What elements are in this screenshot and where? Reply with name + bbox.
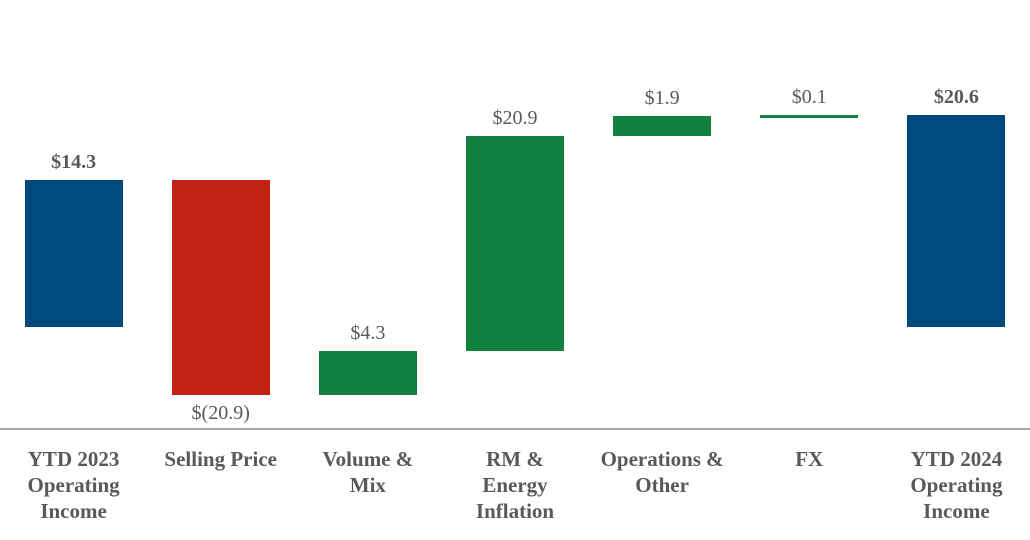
bar-value-label-operations-other: $1.9	[644, 87, 680, 110]
category-label-line: Energy	[482, 473, 548, 497]
bar-value-label-rm-energy-inflation: $20.9	[492, 106, 538, 129]
bar-value-label-selling-price: $(20.9)	[191, 402, 250, 425]
category-label-line: Operations &	[600, 447, 724, 471]
category-label-line: Operating	[27, 473, 120, 497]
category-label-fx: FX	[736, 446, 883, 472]
category-label-volume-mix: Volume & Mix	[294, 446, 441, 498]
waterfall-bar-ytd-2024-operating-income	[907, 115, 1006, 328]
waterfall-bar-operations-other	[613, 116, 712, 136]
category-label-ytd-2024-operating-income: YTD 2024 Operating Income	[883, 446, 1030, 524]
waterfall-bar-volume-mix	[318, 350, 417, 396]
category-label-line: Income	[923, 499, 990, 523]
bar-value-label-volume-mix: $4.3	[350, 321, 386, 344]
bar-value-label-ytd-2024-operating-income: $20.6	[933, 86, 979, 109]
category-label-ytd-2023-operating-income: YTD 2023 Operating Income	[0, 446, 147, 524]
category-label-rm-energy-inflation: RM & Energy Inflation	[441, 446, 588, 524]
waterfall-bar-rm-energy-inflation	[466, 135, 564, 351]
category-label-line: Income	[40, 499, 107, 523]
category-labels-row: YTD 2023 Operating Income Selling Price Volu…	[0, 446, 1030, 540]
bar-value-label-fx: $0.1	[791, 86, 827, 109]
category-label-line: YTD 2024	[910, 447, 1003, 471]
category-label-line: Other	[635, 473, 689, 497]
category-label-line: Inflation	[475, 499, 555, 523]
category-label-line: RM &	[486, 447, 544, 471]
waterfall-bar-fx	[760, 115, 859, 118]
x-axis-line	[0, 428, 1030, 430]
bar-value-label-ytd-2023-operating-income: $14.3	[51, 151, 97, 174]
plot-area: $14.3 $(20.9) $4.3 $20.9 $1.9 $0.1 $20.6	[24, 86, 1006, 425]
category-label-line: FX	[795, 447, 824, 471]
waterfall-bar-selling-price	[171, 180, 270, 396]
category-label-line: Volume &	[322, 447, 414, 471]
category-label-operations-other: Operations & Other	[589, 446, 736, 498]
category-label-line: Selling Price	[164, 447, 277, 471]
waterfall-bar-ytd-2023-operating-income	[24, 180, 123, 328]
category-label-line: Operating	[910, 473, 1003, 497]
category-label-selling-price: Selling Price	[147, 446, 294, 472]
category-label-line: Mix	[349, 473, 386, 497]
category-label-line: YTD 2023	[27, 447, 120, 471]
